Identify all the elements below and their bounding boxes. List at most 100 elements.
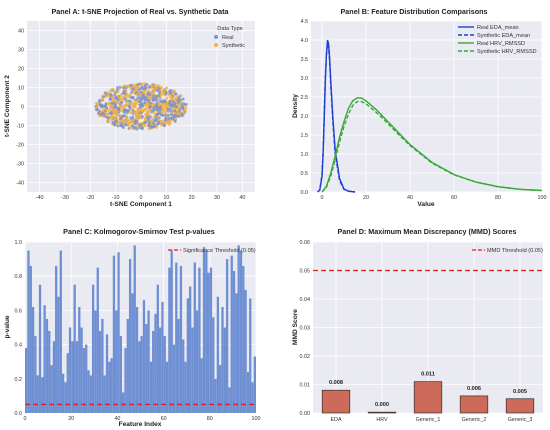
scatter-point-synthetic	[122, 121, 126, 125]
scatter-point-real	[156, 108, 160, 112]
panel-c-ytick-label: 0.8	[15, 274, 23, 280]
ks-bar	[105, 334, 109, 413]
scatter-point-real	[102, 95, 106, 99]
scatter-point-real	[151, 98, 155, 102]
ks-bar	[154, 313, 157, 413]
ks-bar	[179, 265, 183, 413]
scatter-point-synthetic	[133, 103, 137, 107]
scatter-point-synthetic	[147, 96, 151, 100]
panel-a-xtick-label: -40	[36, 195, 44, 201]
scatter-point-synthetic	[135, 114, 139, 118]
ks-bar	[149, 361, 153, 413]
ks-bar	[73, 284, 76, 413]
panel-b-legend: Real EDA_mean Synthetic EDA_mean Real HR…	[458, 25, 537, 55]
ks-bar	[126, 318, 129, 413]
scatter-point-synthetic	[136, 107, 140, 111]
scatter-point-synthetic	[150, 92, 154, 96]
scatter-point-real	[119, 123, 123, 127]
scatter-point-synthetic	[141, 109, 145, 113]
panel-d-ytick-label: 0.06	[300, 240, 311, 246]
panel-b-grid	[311, 20, 543, 193]
scatter-point-real	[166, 113, 170, 117]
scatter-point-synthetic	[160, 90, 164, 94]
panel-c-ytick-label: 0.6	[15, 308, 23, 314]
ks-bar	[175, 262, 178, 413]
panel-d-ytick-label: 0.00	[300, 411, 311, 417]
panel-a-ticks: -40 -30 -20 -10 0 10 20 30 40 -40 -30 -20 -10 0 10 20 30…	[16, 29, 245, 202]
ks-bar	[225, 259, 229, 413]
scatter-point-synthetic	[159, 86, 163, 90]
panel-a: Panel A: t-SNE Projection of Real vs. Sy…	[4, 7, 255, 208]
scatter-point-real	[158, 90, 162, 94]
panel-b-xtick-label: 80	[495, 195, 501, 201]
ks-bar	[27, 250, 30, 413]
legend-marker-real	[214, 35, 218, 39]
ks-bar	[232, 271, 236, 413]
mmd-bar-eda	[321, 389, 351, 414]
scatter-point-synthetic	[165, 121, 169, 125]
ks-bar	[219, 365, 222, 413]
scatter-point-synthetic	[107, 120, 111, 124]
scatter-point-synthetic	[118, 96, 122, 100]
scatter-point-real	[148, 92, 152, 96]
scatter-point-real	[100, 103, 104, 107]
scatter-point-real	[164, 92, 168, 96]
scatter-point-real	[141, 87, 145, 91]
scatter-point-real	[156, 112, 160, 116]
scatter-point-real	[166, 107, 170, 111]
panel-b-xtick-label: 0	[321, 195, 324, 201]
scatter-point-synthetic	[159, 122, 163, 126]
scatter-point-synthetic	[123, 93, 127, 97]
panel-b-title: Panel B: Feature Distribution Comparison…	[341, 7, 488, 16]
scatter-point-synthetic	[96, 102, 100, 106]
scatter-point-real	[146, 99, 150, 103]
scatter-point-real	[153, 119, 157, 123]
ks-bar	[230, 255, 233, 413]
scatter-point-real	[173, 103, 177, 107]
ks-bar	[68, 327, 72, 413]
mmd-bar-generic-2	[459, 395, 489, 414]
scatter-point-real	[114, 96, 118, 100]
scatter-point-synthetic	[163, 110, 167, 114]
scatter-point-real	[168, 102, 172, 106]
scatter-point-synthetic	[152, 102, 156, 106]
panel-c-bars	[25, 245, 256, 413]
scatter-point-real	[106, 116, 110, 120]
scatter-point-real	[141, 93, 145, 97]
ks-bar	[165, 361, 169, 413]
scatter-point-synthetic	[132, 111, 136, 115]
scatter-point-real	[131, 115, 135, 119]
ks-bar	[212, 317, 215, 413]
panel-b-ytick-label: 4.0	[301, 38, 309, 44]
scatter-point-synthetic	[136, 110, 140, 114]
ks-bar	[195, 310, 199, 413]
scatter-point-synthetic	[110, 108, 114, 112]
panel-a-xtick-label: 20	[189, 195, 195, 201]
scatter-point-synthetic	[140, 82, 144, 86]
panel-c-ytick-label: 0.0	[15, 411, 23, 417]
panel-c-xtick-label: 0	[24, 416, 27, 422]
scatter-point-synthetic	[119, 94, 123, 98]
ks-bar	[246, 371, 250, 413]
ks-bar	[34, 336, 37, 413]
scatter-point-synthetic	[133, 89, 137, 93]
panel-a-legend-title: Data Type	[217, 26, 242, 32]
panel-a-ytick-label: 30	[18, 48, 24, 54]
legend-label-real: Real	[222, 35, 234, 41]
series-line-synthetic-hrv-rmssd	[321, 100, 543, 193]
panel-d-xtick-label: Generic_3	[508, 417, 533, 423]
scatter-point-synthetic	[125, 116, 129, 120]
ks-bar	[209, 267, 213, 413]
ks-bar	[158, 327, 162, 413]
scatter-point-real	[111, 121, 115, 125]
panel-a-xtick-label: 10	[163, 195, 169, 201]
scatter-point-real	[164, 113, 168, 117]
scatter-point-real	[169, 116, 173, 120]
scatter-point-synthetic	[172, 89, 176, 93]
scatter-point-real	[174, 105, 178, 109]
ks-bar	[124, 348, 127, 413]
ks-bar	[242, 265, 245, 413]
panel-b-ytick-label: 1.0	[301, 152, 309, 158]
ks-bar	[191, 327, 194, 413]
ks-bar	[25, 348, 28, 413]
